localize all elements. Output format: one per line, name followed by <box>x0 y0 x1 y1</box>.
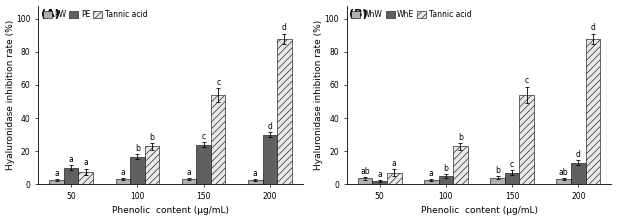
Bar <box>196 145 211 184</box>
Text: (B): (B) <box>349 9 368 19</box>
Text: b: b <box>495 166 500 175</box>
Bar <box>358 179 373 184</box>
Bar <box>78 172 93 184</box>
Text: b: b <box>149 133 154 142</box>
X-axis label: Phenolic  content (μg/mL): Phenolic content (μg/mL) <box>112 206 229 215</box>
Bar <box>387 173 402 184</box>
Text: d: d <box>576 150 581 159</box>
Text: c: c <box>216 78 220 87</box>
Text: c: c <box>510 160 514 169</box>
Bar <box>491 178 505 184</box>
Y-axis label: Hyaluronidase inhibition rate (%): Hyaluronidase inhibition rate (%) <box>6 20 15 170</box>
Text: d: d <box>590 23 595 32</box>
Y-axis label: Hyaluronidase inhibition rate (%): Hyaluronidase inhibition rate (%) <box>314 20 323 170</box>
Bar <box>373 181 387 184</box>
Text: a: a <box>429 169 434 178</box>
Bar <box>277 39 292 184</box>
Text: d: d <box>267 122 272 131</box>
Text: b: b <box>458 133 463 142</box>
Bar <box>505 173 520 184</box>
Text: a: a <box>83 158 88 167</box>
Text: a: a <box>187 168 191 177</box>
Text: ab: ab <box>559 168 569 177</box>
Text: c: c <box>524 76 529 85</box>
Bar <box>182 179 196 184</box>
Bar <box>64 168 78 184</box>
Text: a: a <box>378 170 382 179</box>
Bar <box>520 95 534 184</box>
Text: a: a <box>54 169 59 178</box>
Text: c: c <box>202 132 205 141</box>
Bar <box>130 157 145 184</box>
Bar <box>571 163 586 184</box>
Bar <box>115 179 130 184</box>
Bar <box>424 180 439 184</box>
Bar <box>586 39 600 184</box>
Legend: WhW, WhE, Tannic acid: WhW, WhE, Tannic acid <box>350 9 472 20</box>
Text: ab: ab <box>360 167 370 176</box>
Bar <box>248 180 263 184</box>
Legend: PW, PE, Tannic acid: PW, PE, Tannic acid <box>42 9 148 20</box>
Bar <box>145 146 159 184</box>
Bar <box>49 180 64 184</box>
Text: b: b <box>444 164 449 173</box>
Bar <box>263 135 277 184</box>
Text: b: b <box>135 144 140 153</box>
Bar <box>439 176 453 184</box>
X-axis label: Phenolic  content (μg/mL): Phenolic content (μg/mL) <box>421 206 537 215</box>
Bar <box>453 146 468 184</box>
Bar <box>211 95 225 184</box>
Text: a: a <box>253 169 258 178</box>
Text: a: a <box>392 159 397 168</box>
Text: (A): (A) <box>41 9 60 19</box>
Text: a: a <box>120 168 125 177</box>
Text: d: d <box>282 23 287 32</box>
Bar <box>557 179 571 184</box>
Text: a: a <box>69 155 73 164</box>
